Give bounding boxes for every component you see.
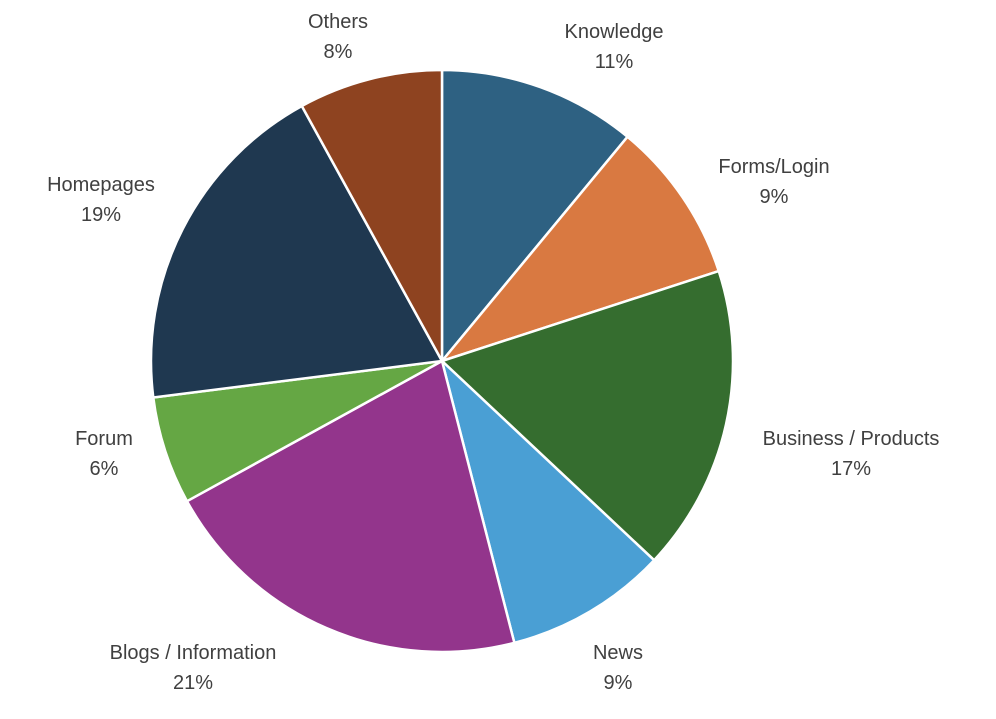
slice-label-forms-login: Forms/Login [718,156,829,178]
slice-value-knowledge: 11% [595,51,634,73]
pie-slice-homepages [149,104,444,399]
slice-value-news: 9% [604,672,633,694]
slice-value-others: 8% [324,41,353,63]
pie-slice-business-products [440,269,735,562]
pie-slice-forms-login [440,135,721,363]
slice-value-forms-login: 9% [760,186,789,208]
slice-value-blogs-information: 21% [173,672,213,694]
slice-label-forum: Forum [75,428,133,450]
slice-label-blogs-information: Blogs / Information [110,642,277,664]
labels-layer: Knowledge 11% Forms/Login 9% Business / Prod… [47,11,939,694]
slice-value-forum: 6% [90,458,119,480]
pie-slice-news [440,359,656,645]
slice-label-knowledge: Knowledge [565,21,664,43]
slice-label-business-products: Business / Products [763,428,940,450]
slice-label-news: News [593,642,643,664]
pie-slice-blogs-information [185,359,516,654]
slice-label-homepages: Homepages [47,174,155,196]
slice-value-business-products: 17% [831,458,871,480]
slice-value-homepages: 19% [81,204,121,226]
slice-label-others: Others [308,11,368,33]
slices-layer [149,68,735,654]
pie-slice-knowledge [440,68,629,363]
pie-slice-others [300,68,444,363]
